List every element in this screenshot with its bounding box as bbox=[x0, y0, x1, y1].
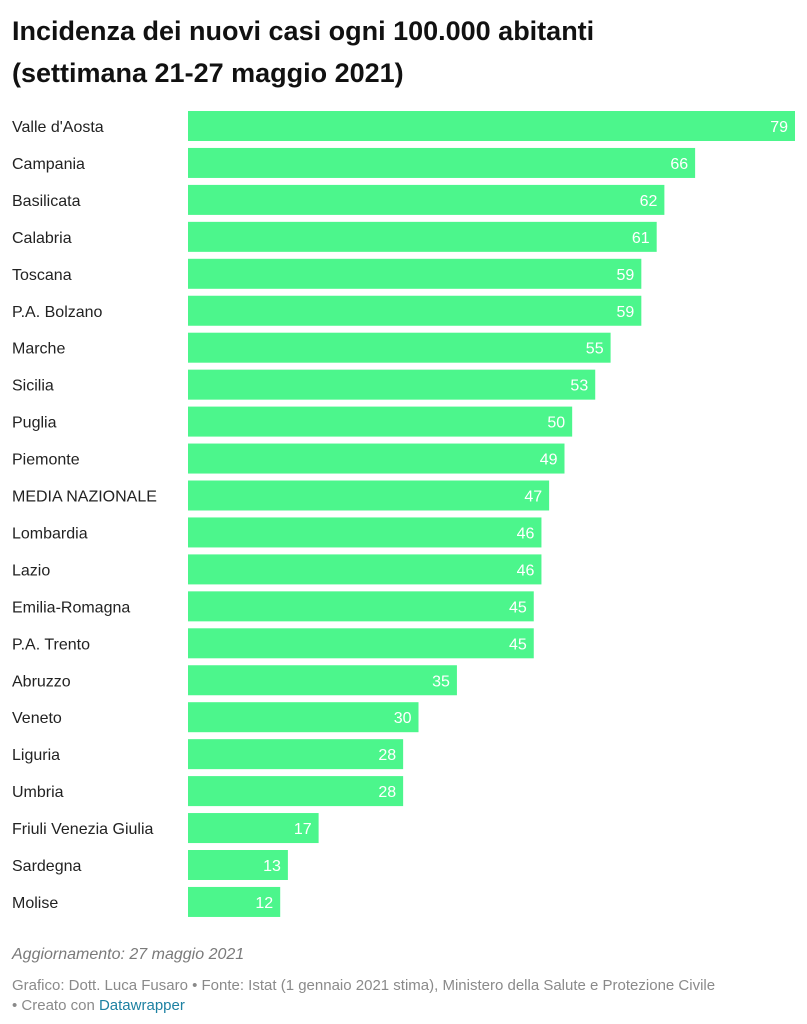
category-label-lombardia: Lombardia bbox=[12, 525, 88, 542]
value-label-campania: 66 bbox=[670, 156, 688, 173]
bar-p-a-bolzano bbox=[188, 295, 642, 326]
category-label-umbria: Umbria bbox=[12, 784, 64, 801]
category-label-abruzzo: Abruzzo bbox=[12, 673, 71, 690]
value-label-basilicata: 62 bbox=[640, 193, 658, 210]
value-label-media-nazionale: 47 bbox=[524, 489, 542, 506]
value-label-p-a-bolzano: 59 bbox=[617, 304, 635, 321]
bar-abruzzo bbox=[188, 665, 457, 696]
value-label-veneto: 30 bbox=[394, 710, 412, 727]
bar-p-a-trento bbox=[188, 628, 534, 659]
chart-title-line-1: Incidenza dei nuovi casi ogni 100.000 ab… bbox=[12, 16, 595, 46]
credits-created-prefix: • Creato con bbox=[12, 997, 99, 1014]
bar-marche bbox=[188, 332, 611, 363]
category-label-puglia: Puglia bbox=[12, 415, 57, 432]
category-label-media-nazionale: MEDIA NAZIONALE bbox=[12, 489, 157, 506]
category-label-veneto: Veneto bbox=[12, 710, 62, 727]
value-label-piemonte: 49 bbox=[540, 452, 558, 469]
bar-lombardia bbox=[188, 517, 542, 548]
value-label-lombardia: 46 bbox=[517, 525, 535, 542]
value-label-liguria: 28 bbox=[378, 747, 396, 764]
bar-piemonte bbox=[188, 443, 565, 474]
value-label-lazio: 46 bbox=[517, 562, 535, 579]
value-label-emilia-romagna: 45 bbox=[509, 599, 527, 616]
chart-title-line-2: (settimana 21-27 maggio 2021) bbox=[12, 58, 404, 88]
category-label-valle-d-aosta: Valle d'Aosta bbox=[12, 119, 104, 136]
chart-title: Incidenza dei nuovi casi ogni 100.000 ab… bbox=[12, 10, 792, 94]
category-label-piemonte: Piemonte bbox=[12, 452, 80, 469]
category-label-p-a-trento: P.A. Trento bbox=[12, 636, 90, 653]
value-label-puglia: 50 bbox=[547, 415, 565, 432]
bar-chart: Valle d'Aosta 79 Campania 66 Basilicata 62 Cal… bbox=[12, 111, 795, 917]
bar-media-nazionale bbox=[188, 480, 550, 511]
value-label-marche: 55 bbox=[586, 341, 604, 358]
bar-sardegna bbox=[188, 850, 288, 880]
value-label-calabria: 61 bbox=[632, 230, 650, 247]
category-label-molise: Molise bbox=[12, 895, 58, 912]
bar-umbria bbox=[188, 776, 404, 807]
category-label-emilia-romagna: Emilia-Romagna bbox=[12, 599, 130, 616]
value-label-molise: 12 bbox=[255, 895, 273, 912]
bar-emilia-romagna bbox=[188, 591, 534, 622]
bar-molise bbox=[188, 886, 281, 917]
value-label-valle-d-aosta: 79 bbox=[770, 119, 788, 136]
value-label-abruzzo: 35 bbox=[432, 673, 450, 690]
bar-liguria bbox=[188, 739, 404, 770]
value-label-sardegna: 13 bbox=[263, 858, 281, 875]
bar-sicilia bbox=[188, 369, 596, 400]
value-label-p-a-trento: 45 bbox=[509, 636, 527, 653]
category-label-calabria: Calabria bbox=[12, 230, 72, 247]
bar-valle-d-aosta bbox=[188, 111, 795, 141]
credits-source: Grafico: Dott. Luca Fusaro • Fonte: Ista… bbox=[12, 977, 716, 994]
category-label-sicilia: Sicilia bbox=[12, 378, 54, 395]
credits-note: Grafico: Dott. Luca Fusaro • Fonte: Ista… bbox=[12, 976, 802, 1016]
category-label-campania: Campania bbox=[12, 156, 85, 173]
bar-friuli-venezia-giulia bbox=[188, 813, 319, 844]
category-label-p-a-bolzano: P.A. Bolzano bbox=[12, 304, 103, 321]
value-label-umbria: 28 bbox=[378, 784, 396, 801]
bar-campania bbox=[188, 147, 696, 178]
bar-basilicata bbox=[188, 184, 665, 215]
category-label-toscana: Toscana bbox=[12, 267, 72, 284]
update-note: Aggiornamento: 27 maggio 2021 bbox=[12, 946, 245, 963]
credits-created: • Creato con Datawrapper bbox=[12, 996, 802, 1016]
category-label-friuli-venezia-giulia: Friuli Venezia Giulia bbox=[12, 821, 154, 838]
value-label-friuli-venezia-giulia: 17 bbox=[294, 821, 312, 838]
category-label-lazio: Lazio bbox=[12, 562, 50, 579]
bar-lazio bbox=[188, 554, 542, 585]
category-label-liguria: Liguria bbox=[12, 747, 60, 764]
category-label-marche: Marche bbox=[12, 341, 65, 358]
datawrapper-link[interactable]: Datawrapper bbox=[98, 997, 185, 1014]
bar-veneto bbox=[188, 702, 419, 733]
bar-calabria bbox=[188, 221, 657, 252]
category-label-sardegna: Sardegna bbox=[12, 858, 81, 875]
value-label-toscana: 59 bbox=[617, 267, 635, 284]
category-label-basilicata: Basilicata bbox=[12, 193, 81, 210]
value-label-sicilia: 53 bbox=[570, 378, 588, 395]
bar-toscana bbox=[188, 258, 642, 289]
bar-puglia bbox=[188, 406, 573, 437]
